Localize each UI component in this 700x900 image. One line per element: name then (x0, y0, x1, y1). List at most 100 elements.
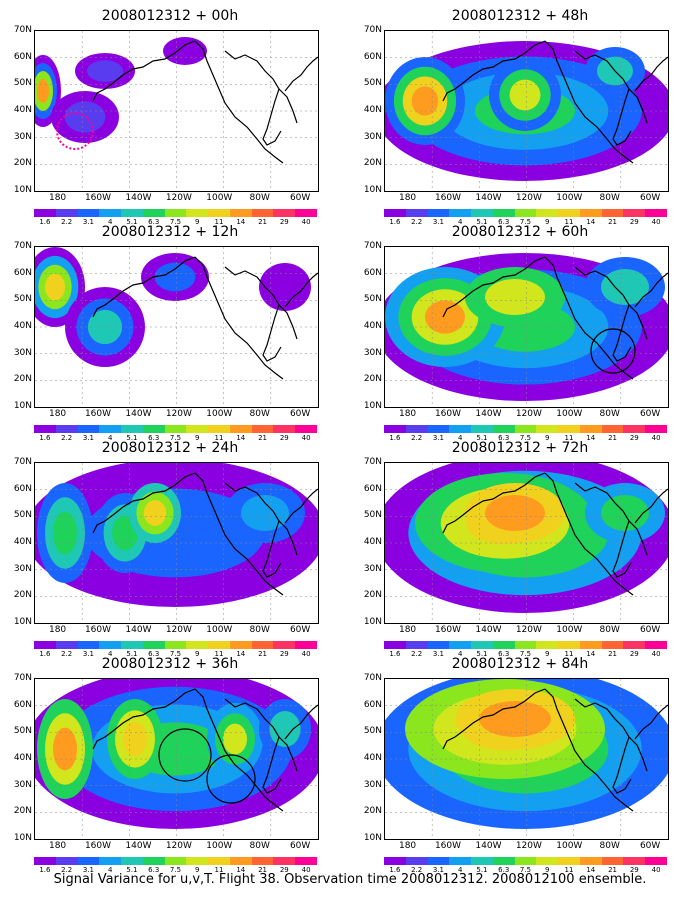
color-swatch (164, 209, 187, 217)
scale-label: 6.3 (148, 434, 160, 442)
longitude-label: 120W (515, 841, 542, 851)
color-scale: 1.6 2.2 3.1 4 5.1 6.3 7.5 9 11 14 21 29 40 (34, 641, 317, 658)
variance-contour (411, 86, 439, 116)
color-swatch (121, 209, 143, 217)
color-swatch (251, 425, 274, 433)
color-scale-bar (34, 857, 317, 865)
scale-label: 29 (629, 866, 639, 874)
latitude-label: 70N (363, 25, 382, 35)
color-swatch (208, 209, 230, 217)
latitude-label: 20N (363, 590, 382, 601)
latitude-label: 10N (363, 401, 382, 411)
color-swatch (623, 425, 646, 433)
color-swatch (579, 641, 602, 649)
color-swatch (273, 641, 296, 649)
scale-label: 11 (564, 218, 574, 226)
coastline (442, 688, 668, 812)
longitude-label: 140W (475, 625, 502, 635)
scale-label: 40 (651, 866, 661, 874)
scale-label: 3.1 (82, 434, 94, 442)
scale-label: 14 (586, 866, 596, 874)
scale-label: 29 (629, 434, 639, 442)
color-swatch (427, 425, 450, 433)
latitude-labels: 70N 60N 50N 40N 30N 20N 10N (0, 241, 32, 411)
longitude-label: 100W (556, 409, 583, 419)
longitude-label: 160W (84, 625, 112, 635)
latitude-label: 30N (363, 347, 382, 358)
color-swatch (427, 857, 450, 865)
variance-contour (143, 500, 167, 526)
scale-label: 9 (545, 434, 550, 442)
scale-label: 6.3 (498, 218, 510, 226)
observation-circle (590, 328, 636, 374)
color-swatch (229, 857, 252, 865)
latitude-label: 60N (13, 483, 32, 494)
scale-label: 3.1 (432, 218, 444, 226)
color-swatch (186, 857, 209, 865)
variance-contour (509, 79, 541, 111)
latitude-labels: 70N 60N 50N 40N 30N 20N 10N (0, 673, 32, 843)
color-swatch (295, 209, 317, 217)
panel-title: 2008012312 + 00h (101, 8, 239, 24)
color-swatch (449, 857, 472, 865)
coastline (442, 472, 668, 596)
latitude-label: 60N (13, 51, 32, 62)
scale-label: 29 (279, 218, 289, 226)
color-swatch (77, 425, 100, 433)
scale-label: 5.1 (126, 218, 138, 226)
color-swatch (427, 209, 450, 217)
scale-label: 5.1 (126, 434, 138, 442)
latitude-label: 50N (13, 78, 32, 89)
latitude-label: 10N (363, 185, 382, 195)
variance-map (34, 30, 319, 192)
scale-label: 3.1 (432, 650, 444, 658)
scale-label: 9 (195, 434, 200, 442)
scale-label: 7.5 (519, 650, 532, 658)
latitude-labels: 70N 60N 50N 40N 30N 20N 10N (350, 25, 382, 195)
color-swatch (55, 425, 78, 433)
color-swatch (384, 425, 406, 433)
latitude-label: 40N (13, 537, 32, 547)
latitude-label: 60N (363, 267, 382, 278)
scale-label: 11 (214, 218, 224, 226)
longitude-label: 100W (556, 841, 583, 851)
scale-label: 3.1 (432, 434, 444, 442)
latitude-label: 20N (13, 158, 32, 169)
scale-label: 7.5 (169, 218, 182, 226)
color-swatch (536, 209, 559, 217)
color-swatch (295, 857, 317, 865)
scale-label: 5.1 (476, 434, 488, 442)
figure-caption: Signal Variance for u,v,T. Flight 38. Ob… (53, 872, 647, 887)
scale-label: 14 (586, 218, 596, 226)
color-swatch (229, 641, 252, 649)
longitude-label: 60W (639, 625, 661, 635)
color-swatch (645, 209, 667, 217)
panel-title: 2008012312 + 72h (451, 440, 589, 456)
color-swatch (405, 209, 428, 217)
color-swatch (186, 209, 209, 217)
scale-label: 2.2 (61, 866, 73, 874)
color-scale-labels: 1.6 2.2 3.1 4 5.1 6.3 7.5 9 11 14 21 29 40 (384, 218, 667, 226)
color-swatch (579, 425, 602, 433)
map-panel: 2008012312 + 84h 70N 60N 50N 40N 30N 20N 10N 180… (350, 652, 690, 874)
color-scale: 1.6 2.2 3.1 4 5.1 6.3 7.5 9 11 14 21 29 40 (34, 857, 317, 874)
scale-label: 2.2 (411, 866, 423, 874)
scale-label: 21 (258, 650, 267, 658)
color-swatch (55, 641, 78, 649)
longitude-label: 100W (556, 193, 583, 203)
latitude-labels: 70N 60N 50N 40N 30N 20N 10N (350, 457, 382, 627)
latitude-label: 60N (13, 267, 32, 278)
color-swatch (471, 857, 493, 865)
scale-label: 7.5 (169, 650, 182, 658)
longitude-label: 120W (515, 409, 542, 419)
color-scale-bar (384, 857, 667, 865)
latitude-labels: 70N 60N 50N 40N 30N 20N 10N (350, 673, 382, 843)
color-swatch (623, 857, 646, 865)
color-swatch (121, 641, 143, 649)
latitude-label: 30N (363, 779, 382, 790)
longitude-label: 180 (48, 409, 67, 419)
scale-label: 5.1 (126, 866, 138, 874)
color-scale-labels: 1.6 2.2 3.1 4 5.1 6.3 7.5 9 11 14 21 29 40 (384, 650, 667, 658)
longitude-labels: 180 160W 140W 120W 100W 80W 60W (384, 409, 667, 421)
scale-label: 14 (236, 218, 246, 226)
